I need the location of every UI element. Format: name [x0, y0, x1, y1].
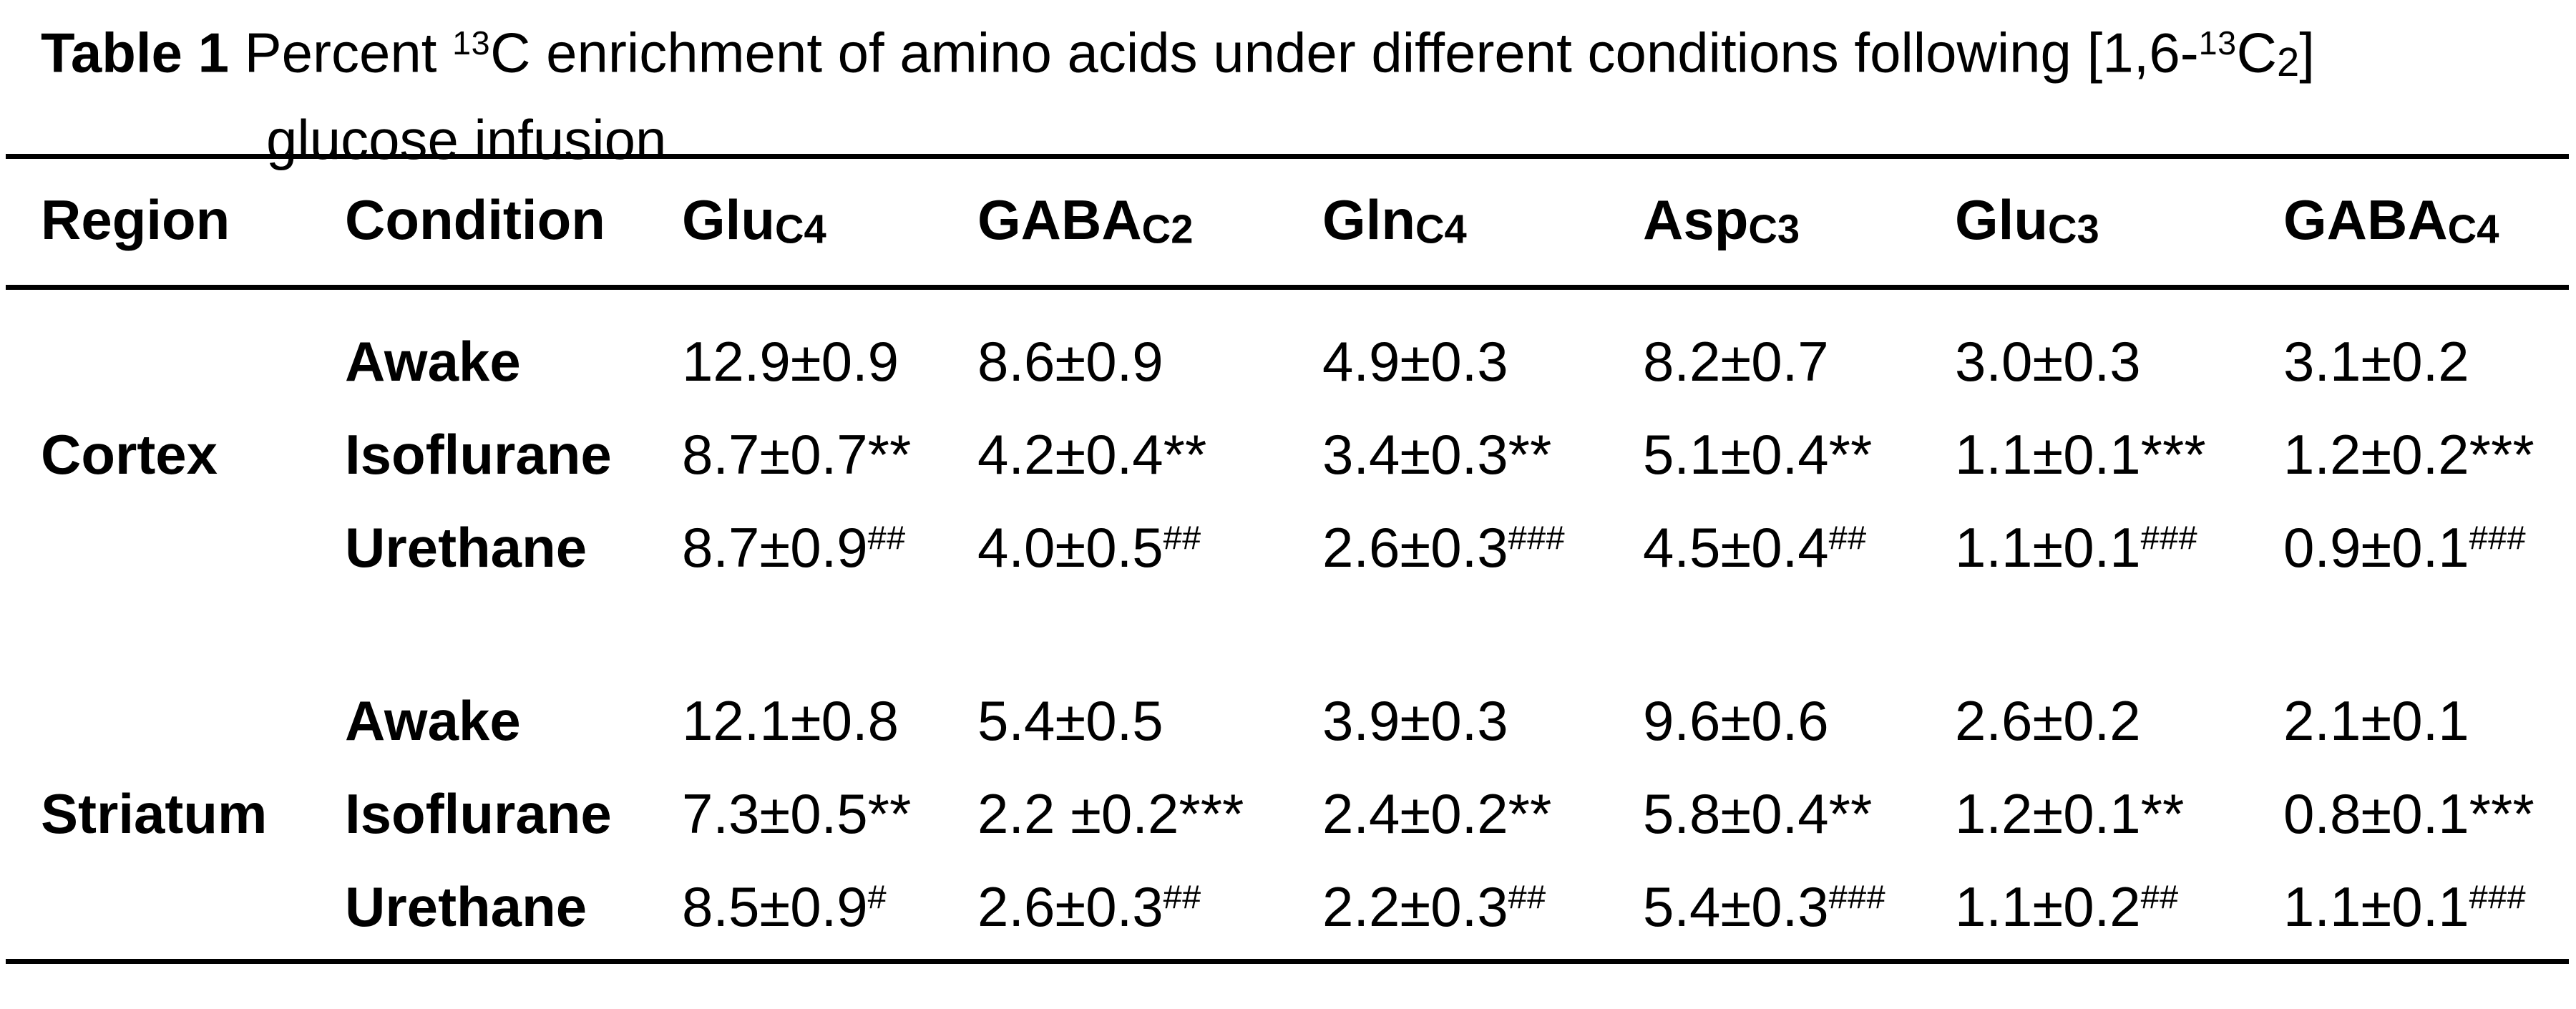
data-cell: 3.1±0.2 — [2283, 329, 2469, 393]
condition-cell: Isoflurane — [345, 422, 612, 486]
table-caption: Table 1 Percent 13C enrichment of amino … — [41, 7, 2315, 175]
data-cell: 8.2±0.7 — [1643, 329, 1829, 393]
condition-cell: Urethane — [345, 515, 587, 579]
table-top-rule — [6, 154, 2569, 159]
data-cell: 1.1±0.1### — [2283, 874, 2527, 938]
caption-line-1: Table 1 Percent 13C enrichment of amino … — [41, 21, 2315, 84]
table-body: Awake 12.9±0.9 8.6±0.9 4.9±0.3 8.2±0.7 3… — [0, 285, 2576, 953]
data-cell: 7.3±0.5** — [682, 781, 912, 845]
column-header-region: Region — [41, 187, 230, 251]
table-header-rule — [6, 285, 2569, 290]
column-header-glu-c3: GluC3 — [1955, 187, 2099, 252]
table-row: Urethane 8.5±0.9# 2.6±0.3## 2.2±0.3## 5.… — [0, 860, 2576, 953]
region-cell: Striatum — [41, 781, 268, 845]
table-row: Awake 12.9±0.9 8.6±0.9 4.9±0.3 8.2±0.7 3… — [0, 315, 2576, 408]
data-cell: 8.7±0.9## — [682, 515, 906, 579]
data-cell: 8.5±0.9# — [682, 874, 887, 938]
table-row: Urethane 8.7±0.9## 4.0±0.5## 2.6±0.3### … — [0, 501, 2576, 594]
column-header-glu-c4: GluC4 — [682, 187, 826, 252]
data-cell: 0.9±0.1### — [2283, 515, 2527, 579]
table-bottom-rule — [6, 959, 2569, 964]
data-cell: 2.6±0.2 — [1955, 688, 2141, 752]
data-cell: 8.6±0.9 — [977, 329, 1163, 393]
data-cell: 4.0±0.5## — [977, 515, 1201, 579]
data-cell: 1.2±0.1** — [1955, 781, 2185, 845]
data-cell: 8.7±0.7** — [682, 422, 912, 486]
column-header-gln-c4: GlnC4 — [1322, 187, 1467, 252]
data-cell: 3.9±0.3 — [1322, 688, 1508, 752]
data-cell: 1.1±0.2## — [1955, 874, 2179, 938]
data-cell: 2.1±0.1 — [2283, 688, 2469, 752]
data-cell: 5.8±0.4** — [1643, 781, 1873, 845]
data-cell: 9.6±0.6 — [1643, 688, 1829, 752]
table-row: Striatum Isoflurane 7.3±0.5** 2.2 ±0.2**… — [0, 767, 2576, 860]
data-cell: 2.6±0.3## — [977, 874, 1201, 938]
data-cell: 12.1±0.8 — [682, 688, 899, 752]
data-cell: 4.9±0.3 — [1322, 329, 1508, 393]
table-header-row: Region Condition GluC4 GABAC2 GlnC4 AspC… — [0, 160, 2576, 279]
data-cell: 4.5±0.4## — [1643, 515, 1867, 579]
data-cell: 1.2±0.2*** — [2283, 422, 2534, 486]
column-header-condition: Condition — [345, 187, 605, 251]
data-cell: 2.6±0.3### — [1322, 515, 1566, 579]
column-header-gaba-c4: GABAC4 — [2283, 187, 2499, 252]
data-cell: 1.1±0.1*** — [1955, 422, 2206, 486]
condition-cell: Awake — [345, 688, 521, 752]
column-header-asp-c3: AspC3 — [1643, 187, 1800, 252]
data-cell: 12.9±0.9 — [682, 329, 899, 393]
region-cell: Cortex — [41, 422, 218, 486]
data-cell: 5.4±0.5 — [977, 688, 1163, 752]
condition-cell: Isoflurane — [345, 781, 612, 845]
data-cell: 5.4±0.3### — [1643, 874, 1886, 938]
data-cell: 5.1±0.4** — [1643, 422, 1873, 486]
data-cell: 2.2 ±0.2*** — [977, 781, 1244, 845]
column-header-gaba-c2: GABAC2 — [977, 187, 1194, 252]
data-cell: 1.1±0.1### — [1955, 515, 2198, 579]
data-cell: 4.2±0.4** — [977, 422, 1207, 486]
table-row: Cortex Isoflurane 8.7±0.7** 4.2±0.4** 3.… — [0, 408, 2576, 501]
data-cell: 3.0±0.3 — [1955, 329, 2141, 393]
data-cell: 3.4±0.3** — [1322, 422, 1552, 486]
condition-cell: Urethane — [345, 874, 587, 938]
condition-cell: Awake — [345, 329, 521, 393]
data-cell: 2.2±0.3## — [1322, 874, 1546, 938]
caption-line-2: glucose infusion — [266, 107, 667, 171]
data-cell: 0.8±0.1*** — [2283, 781, 2534, 845]
table-row: Awake 12.1±0.8 5.4±0.5 3.9±0.3 9.6±0.6 2… — [0, 674, 2576, 767]
data-cell: 2.4±0.2** — [1322, 781, 1552, 845]
